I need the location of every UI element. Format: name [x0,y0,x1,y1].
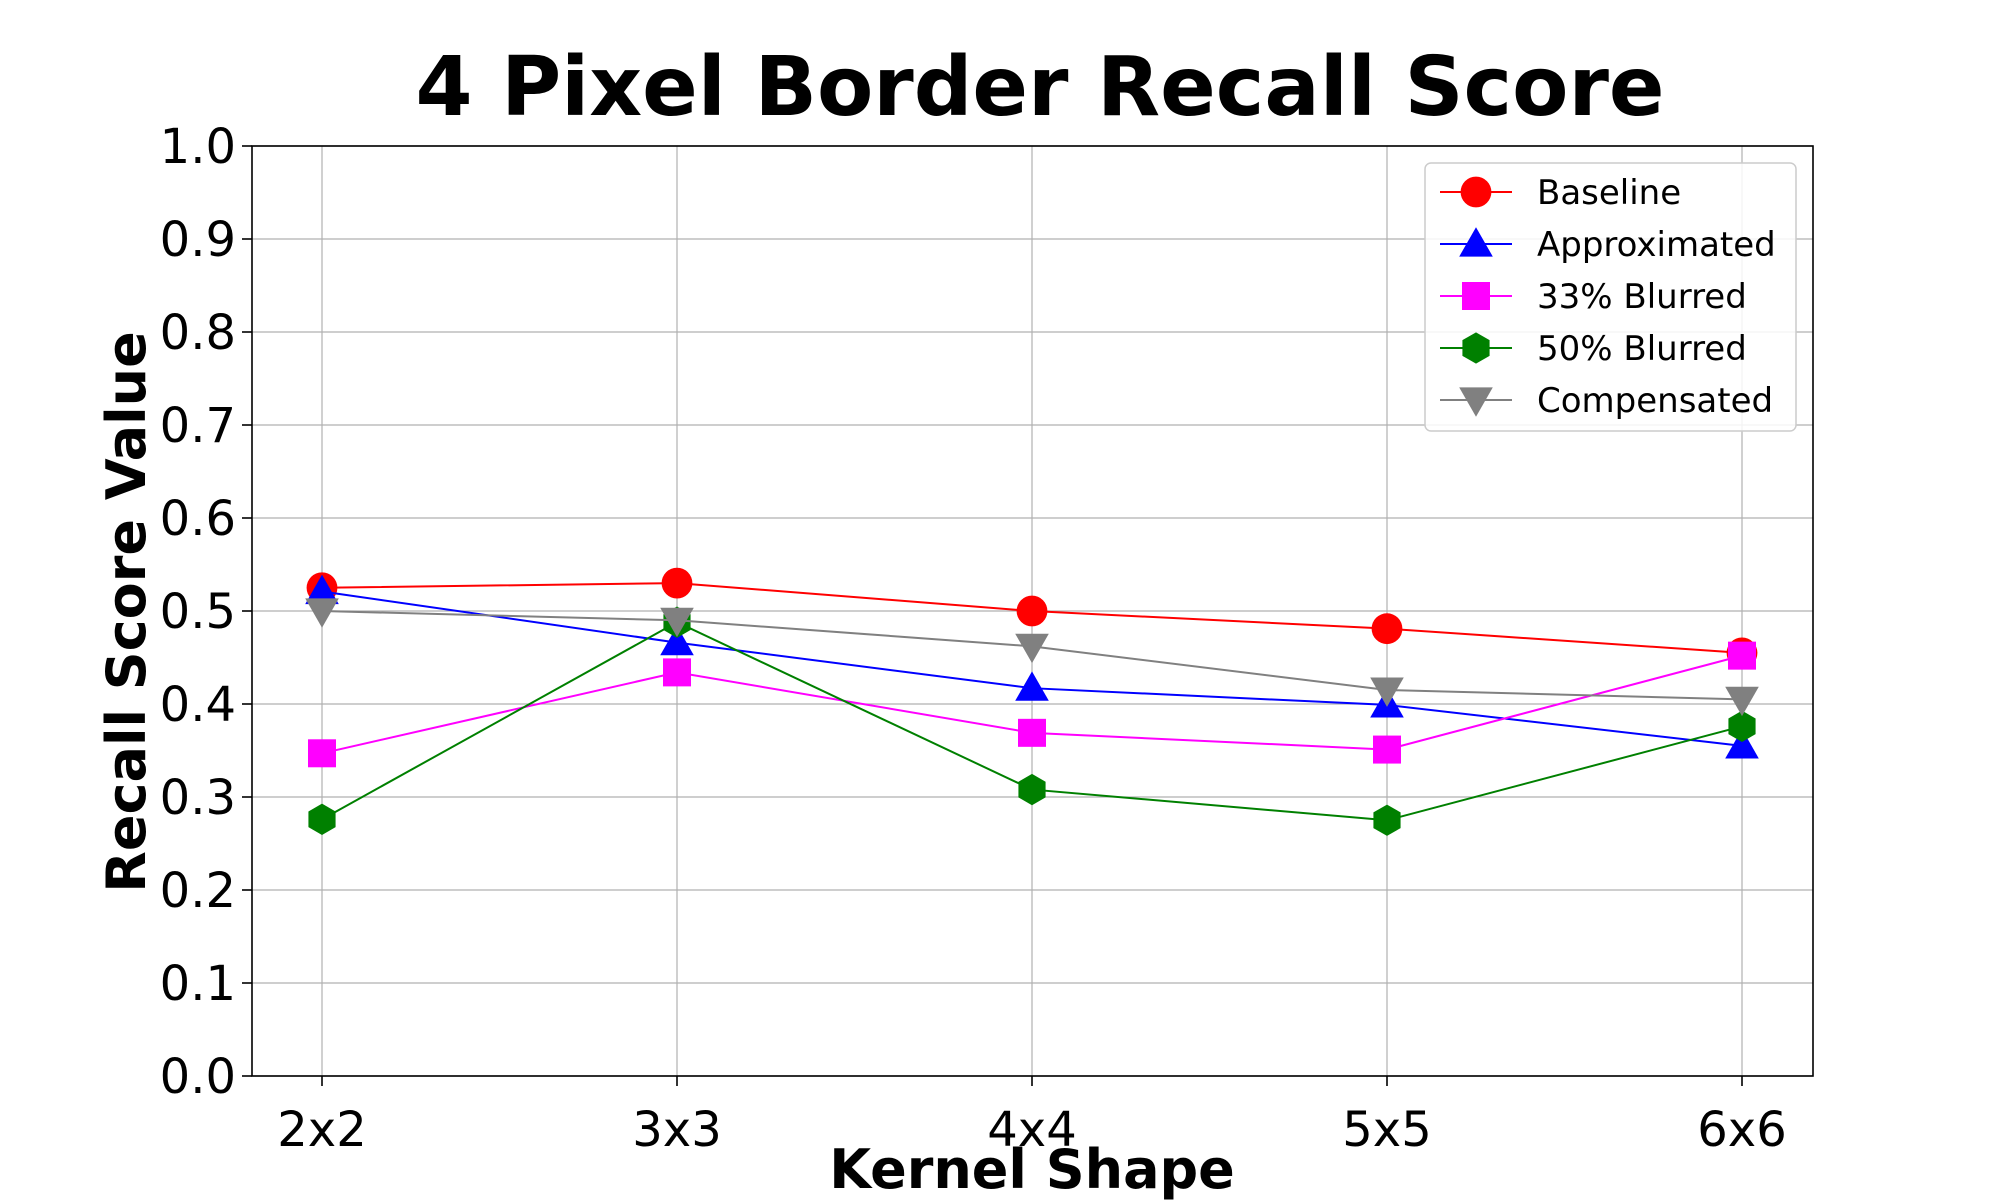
chart-title: 4 Pixel Border Recall Score [415,40,1664,135]
legend-entry: Baseline [1440,173,1681,213]
data-point [1728,710,1756,742]
legend-label: 50% Blurred [1537,329,1747,369]
data-point [305,598,339,628]
legend-entry: Approximated [1440,225,1776,265]
y-tick-label: 0.0 [160,1049,236,1105]
legend-marker [1459,387,1493,417]
data-point [305,574,339,605]
x-tick-label: 6x6 [1697,1102,1786,1158]
legend-label: Compensated [1537,381,1773,421]
series-lines [305,567,1759,836]
data-point [1728,641,1756,670]
data-point [1015,671,1049,701]
legend-marker [1459,227,1493,257]
legend-entry: 33% Blurred [1440,277,1747,317]
x-tick-label: 4x4 [987,1102,1076,1158]
axes: 0.0 0.1 0.2 0.3 0.4 0.5 0.6 0.7 0.8 0.9 1.0 2x2 3x3 4… [160,119,1787,1158]
y-tick-label: 0.9 [160,212,236,268]
legend-entry: Compensated [1440,381,1773,421]
data-point [1015,633,1049,664]
legend: Baseline Approximated 33% Blurred 50% Blurr… [1424,162,1797,432]
legend-marker [1462,282,1490,310]
data-point [308,803,336,835]
legend-label: Baseline [1537,173,1681,213]
data-point [308,739,336,768]
y-tick-label: 0.4 [160,677,236,733]
data-point [661,567,693,599]
y-tick-label: 0.3 [160,770,236,826]
data-point [1018,718,1046,747]
data-point [1725,729,1759,759]
x-tick-label: 5x5 [1342,1102,1431,1158]
data-point [1016,595,1048,627]
y-tick-label: 0.8 [160,305,236,361]
data-point [1018,773,1046,806]
legend-marker [1462,332,1490,364]
y-tick-label: 0.1 [160,956,236,1012]
y-tick-label: 0.2 [160,863,236,919]
y-tick-label: 0.7 [160,398,236,454]
y-tick-label: 0.5 [160,584,236,640]
data-point [663,658,691,687]
legend-entry: 50% Blurred [1440,329,1747,369]
data-point [1725,686,1759,717]
series-33-blurred [308,641,1756,768]
x-tick-label: 2x2 [277,1102,366,1158]
x-axis-label: Kernel Shape [829,1138,1235,1200]
data-point [1373,735,1401,764]
y-axis-label: Recall Score Value [95,331,158,892]
y-tick-label: 1.0 [160,119,236,175]
legend-marker [1460,176,1492,208]
data-point [1371,613,1403,645]
y-tick-label: 0.6 [160,491,236,547]
legend-label: Approximated [1537,225,1776,265]
data-point [660,625,694,656]
legend-box [1424,162,1797,432]
x-tick-label: 3x3 [632,1102,721,1158]
data-point [660,607,694,638]
series-compensated [305,598,1759,717]
legend-label: 33% Blurred [1537,277,1747,317]
data-point [1373,804,1401,836]
data-point [1370,677,1404,707]
